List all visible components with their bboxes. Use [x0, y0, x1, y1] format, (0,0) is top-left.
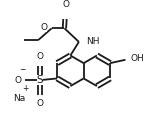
Text: O: O	[37, 99, 44, 108]
Text: S: S	[37, 75, 43, 85]
Text: OH: OH	[131, 54, 144, 63]
Text: O: O	[37, 52, 44, 61]
Text: Na: Na	[13, 94, 25, 103]
Text: O: O	[41, 23, 47, 32]
Text: O: O	[14, 76, 21, 85]
Text: NH: NH	[86, 37, 99, 46]
Text: O: O	[63, 0, 70, 9]
Text: +: +	[22, 84, 29, 93]
Text: −: −	[19, 65, 25, 74]
